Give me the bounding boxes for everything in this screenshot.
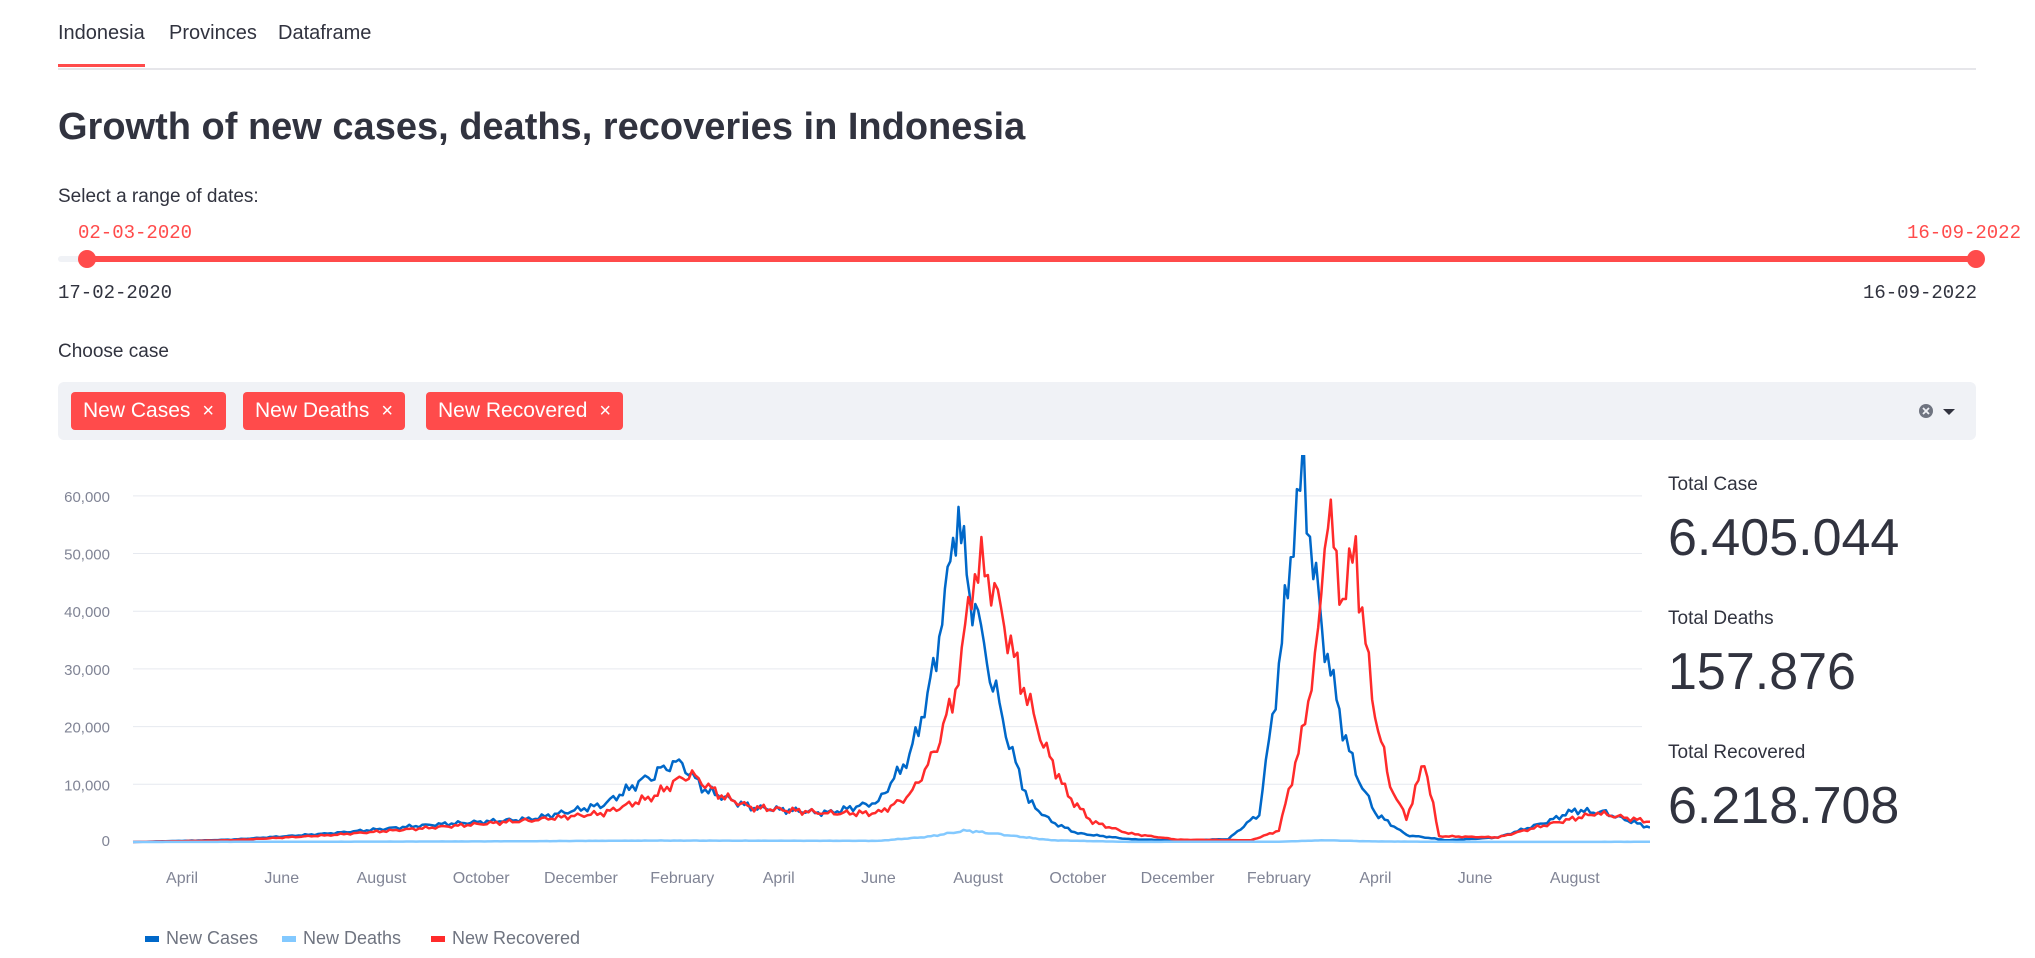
x-tick-label: April	[763, 870, 795, 887]
x-tick-label: April	[166, 870, 198, 887]
y-tick-label: 10,000	[64, 777, 110, 794]
chart-series	[132, 455, 1650, 844]
chip-new-recovered: New Recovered ×	[426, 392, 624, 430]
chip-new-deaths: New Deaths ×	[243, 392, 406, 430]
legend-swatch	[282, 935, 296, 942]
y-tick-label: 20,000	[64, 720, 110, 737]
metric-value-total-case: 6.405.044	[1668, 509, 1900, 567]
slider-end-value: 16-09-2022	[1906, 222, 2021, 244]
date-range-label: Select a range of dates:	[58, 186, 259, 207]
x-tick-label: October	[1049, 870, 1107, 887]
y-tick-label: 60,000	[64, 489, 110, 506]
tab-dataframe[interactable]: Dataframe	[278, 22, 372, 44]
x-tick-label: December	[1141, 870, 1215, 887]
x-tick-label: February	[650, 870, 714, 887]
x-tick-label: October	[453, 870, 511, 887]
series-line-new-deaths	[133, 828, 1650, 844]
case-multiselect[interactable]: New Cases × New Deaths × New Recovered ×	[58, 382, 1976, 440]
clear-icon[interactable]	[1918, 403, 1934, 419]
series-line-new-cases	[132, 455, 1650, 844]
legend-swatch	[145, 935, 159, 942]
page-title: Growth of new cases, deaths, recoveries …	[58, 106, 1026, 148]
slider-end-handle[interactable]	[1967, 250, 1985, 268]
x-tick-label: June	[861, 870, 896, 887]
slider-start-handle[interactable]	[78, 250, 96, 268]
legend-label: New Recovered	[452, 928, 581, 948]
choose-case-label: Choose case	[58, 341, 169, 362]
y-tick-label: 30,000	[64, 662, 110, 679]
legend-new-deaths[interactable]: New Deaths	[282, 928, 401, 949]
line-chart: 0 10,000 20,000 30,000 40,000 50,000 60,000 Ap…	[64, 455, 1650, 887]
metric-value-total-recovered: 6.218.708	[1668, 777, 1900, 835]
slider-start-value: 02-03-2020	[78, 222, 193, 244]
y-tick-label: 40,000	[64, 604, 110, 621]
tab-bar: Indonesia Provinces Dataframe	[58, 0, 1976, 70]
y-tick-label: 0	[102, 833, 110, 850]
legend-new-cases[interactable]: New Cases	[145, 928, 258, 949]
tab-provinces[interactable]: Provinces	[169, 22, 257, 44]
metric-label-total-case: Total Case	[1668, 474, 1758, 495]
legend-new-recovered[interactable]: New Recovered	[431, 928, 580, 949]
series-line-new-recovered	[132, 498, 1650, 844]
legend-swatch	[431, 935, 445, 942]
tab-indonesia[interactable]: Indonesia	[58, 22, 145, 44]
y-tick-label: 50,000	[64, 547, 110, 564]
x-tick-label: August	[357, 870, 407, 887]
metric-label-total-deaths: Total Deaths	[1668, 608, 1774, 629]
x-tick-label: August	[953, 870, 1003, 887]
remove-chip-button[interactable]: ×	[599, 399, 612, 422]
chart-gridlines	[133, 495, 1642, 785]
date-slider-selected-range	[87, 256, 1976, 262]
y-axis-ticks: 0 10,000 20,000 30,000 40,000 50,000 60,000	[64, 489, 110, 850]
x-tick-label: April	[1359, 870, 1391, 887]
chip-new-cases: New Cases ×	[71, 392, 227, 430]
slider-min-label: 17-02-2020	[58, 282, 173, 304]
chevron-down-icon[interactable]	[1942, 407, 1956, 417]
x-tick-label: June	[1458, 870, 1493, 887]
x-tick-label: December	[544, 870, 618, 887]
chip-label: New Deaths	[255, 399, 370, 422]
remove-chip-button[interactable]: ×	[381, 399, 394, 422]
x-axis-ticks: April June August October December February Ap…	[166, 870, 1600, 887]
chip-label: New Recovered	[438, 399, 588, 422]
x-tick-label: February	[1247, 870, 1311, 887]
x-tick-label: August	[1550, 870, 1600, 887]
metric-label-total-recovered: Total Recovered	[1668, 742, 1806, 763]
legend-label: New Cases	[166, 928, 259, 948]
remove-chip-button[interactable]: ×	[202, 399, 215, 422]
slider-max-label: 16-09-2022	[1862, 282, 1977, 304]
metric-value-total-deaths: 157.876	[1668, 643, 1856, 701]
legend-label: New Deaths	[303, 928, 402, 948]
chip-label: New Cases	[83, 399, 191, 422]
active-tab-indicator	[58, 64, 145, 67]
x-tick-label: June	[264, 870, 299, 887]
